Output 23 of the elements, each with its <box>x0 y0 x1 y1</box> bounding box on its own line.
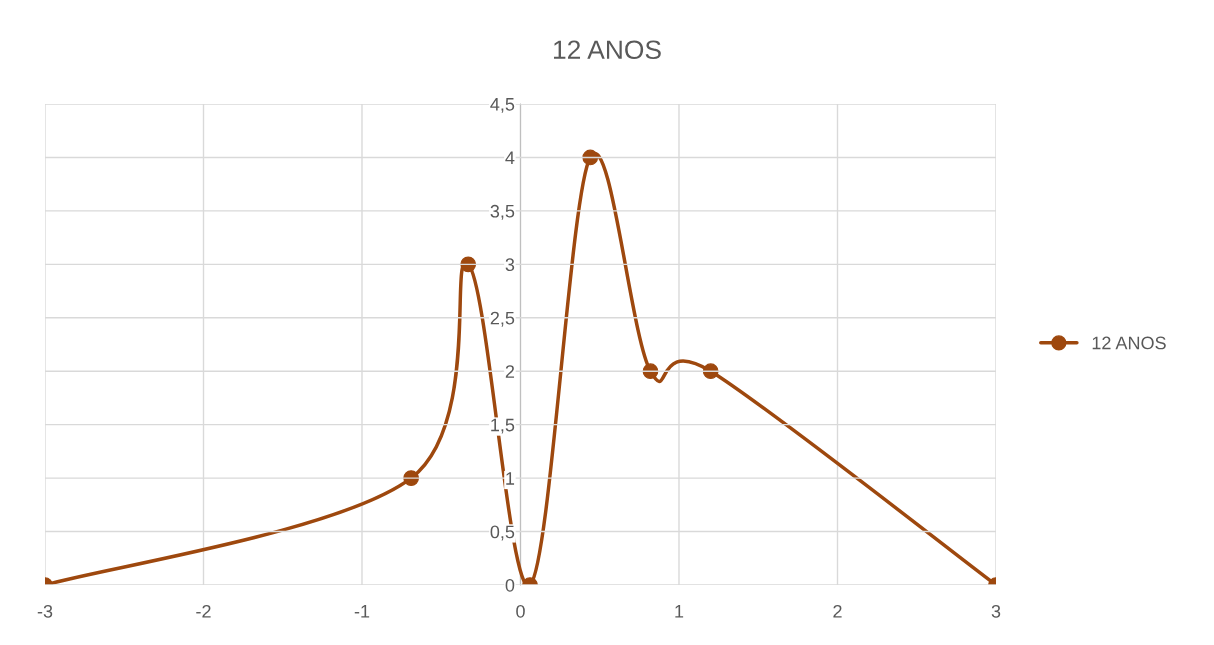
y-tick-label: 4,5 <box>490 98 515 113</box>
y-tick-label: 1,5 <box>491 418 515 434</box>
point <box>642 363 659 380</box>
point <box>702 363 719 380</box>
y-tick-label: 3,5 <box>490 204 515 220</box>
y-tick-label: 2 <box>505 365 515 378</box>
y-tick-label: 2,5 <box>490 311 515 327</box>
y-tick-label: 3 <box>505 258 515 272</box>
y-tick-label: 1 <box>506 472 515 485</box>
x-tick-label: 3 <box>991 604 1001 618</box>
x-tick-label: -3 <box>37 604 53 618</box>
x-tick-label: 0 <box>516 604 525 618</box>
y-tick-label: 0 <box>505 578 515 592</box>
x-tick-label: -2 <box>196 604 211 618</box>
chart-title: 12 ANOS <box>554 40 661 60</box>
x-tick-label: -1 <box>354 605 370 618</box>
y-tick-label: 4 <box>505 151 515 164</box>
x-tick-label: 2 <box>833 604 842 618</box>
point <box>582 149 599 166</box>
point <box>460 256 477 273</box>
y-tick-label: 0,5 <box>490 525 515 541</box>
x-tick-label: 1 <box>675 605 684 618</box>
legend-label: 12 ANOS <box>1092 336 1166 350</box>
